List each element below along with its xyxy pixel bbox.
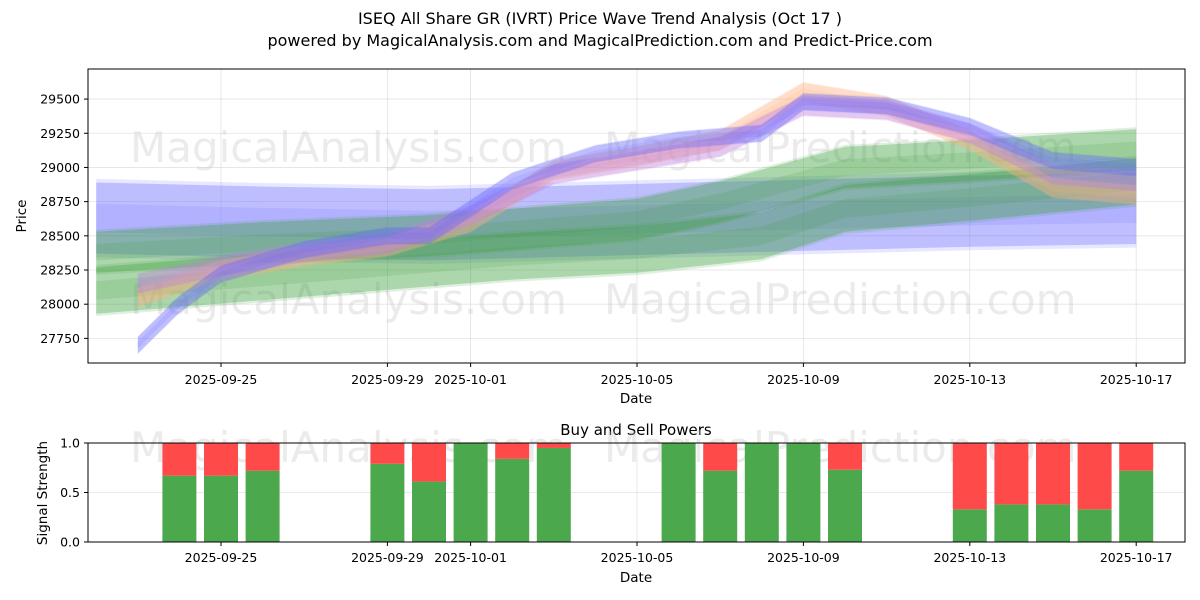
- y-tick-label: 0.5: [60, 485, 80, 500]
- x-tick-label: 2025-10-13: [933, 372, 1006, 387]
- x-tick-label: 2025-10-09: [767, 550, 840, 565]
- x-tick-label: 2025-10-01: [434, 372, 507, 387]
- bottom-axes: 2025-09-25 2025-09-29 2025-10-01 2025-10-05…: [60, 436, 1172, 566]
- sell-bar: [162, 443, 197, 476]
- sell-bar: [1119, 443, 1154, 471]
- wave-band: [96, 171, 1137, 317]
- buy-bar: [162, 475, 197, 542]
- chart-title: ISEQ All Share GR (IVRT) Price Wave Tren…: [357, 9, 843, 28]
- y-tick-label: 28750: [40, 194, 80, 209]
- bottom-x-axis-label: Date: [620, 570, 652, 586]
- top-y-axis-label: Price: [14, 200, 30, 233]
- x-tick-label: 2025-09-29: [351, 372, 424, 387]
- bottom-y-axis-label: Signal Strength: [35, 441, 51, 545]
- top-axes: 2025-09-25 2025-09-29 2025-10-01 2025-10-05…: [40, 92, 1172, 387]
- wave-band: [137, 96, 1137, 294]
- wave-bands: [96, 81, 1137, 355]
- buy-bar: [952, 509, 987, 542]
- x-tick-label: 2025-10-05: [601, 372, 674, 387]
- power-bars: [162, 443, 1154, 542]
- sell-bar: [370, 443, 405, 464]
- x-tick-label: 2025-10-17: [1100, 550, 1173, 565]
- sell-bar: [1036, 443, 1070, 505]
- y-tick-label: 29250: [40, 126, 80, 141]
- watermark-text: MagicalPrediction.com: [604, 123, 1077, 172]
- wave-band: [96, 157, 1137, 314]
- buy-bar: [536, 447, 571, 542]
- wave-band: [137, 102, 1137, 295]
- wave-band: [96, 129, 1137, 273]
- top-gridlines: [88, 69, 1185, 363]
- y-tick-label: 29000: [40, 160, 80, 175]
- wave-band: [96, 127, 1137, 261]
- sell-bar: [952, 443, 987, 510]
- y-tick-label: 28250: [40, 263, 80, 278]
- wave-band: [96, 155, 1137, 300]
- buy-bar: [1077, 509, 1112, 542]
- buy-bar: [495, 458, 530, 542]
- x-tick-label: 2025-09-29: [351, 550, 424, 565]
- x-tick-label: 2025-10-09: [767, 372, 840, 387]
- buy-bar: [245, 470, 280, 542]
- wave-band: [137, 92, 1137, 349]
- wave-band: [137, 81, 1137, 302]
- sell-bar: [412, 443, 446, 482]
- buy-bar: [828, 469, 862, 542]
- buy-bar: [370, 463, 405, 542]
- watermark-text: MagicalAnalysis.com: [130, 275, 567, 324]
- wave-band: [96, 172, 1137, 261]
- x-tick-label: 2025-10-17: [1100, 372, 1173, 387]
- buy-bar: [1119, 470, 1154, 542]
- buy-bar: [994, 504, 1029, 542]
- sell-bar: [1077, 443, 1112, 510]
- watermark-text: MagicalAnalysis.com: [130, 123, 567, 172]
- x-tick-label: 2025-09-25: [185, 372, 258, 387]
- chart-subtitle: powered by MagicalAnalysis.com and Magic…: [267, 31, 933, 50]
- x-tick-label: 2025-09-25: [185, 550, 258, 565]
- y-tick-label: 28000: [40, 297, 80, 312]
- buy-bar: [412, 481, 446, 542]
- y-tick-label: 28500: [40, 228, 80, 243]
- sell-bar: [703, 443, 738, 471]
- wave-band: [137, 82, 1137, 307]
- buy-bar: [204, 475, 238, 542]
- y-tick-label: 1.0: [60, 436, 80, 451]
- top-watermarks: MagicalAnalysis.com MagicalPrediction.co…: [130, 123, 1077, 324]
- buy-bar: [703, 470, 738, 542]
- wave-band: [137, 98, 1137, 355]
- sell-bar: [536, 443, 571, 448]
- wave-band: [137, 88, 1137, 308]
- wave-band: [96, 169, 1137, 240]
- top-x-axis-label: Date: [620, 391, 652, 407]
- wave-band: [137, 95, 1137, 288]
- wave-band: [96, 141, 1137, 275]
- buy-bar: [744, 443, 779, 542]
- sell-bar: [495, 443, 530, 459]
- wave-band: [96, 194, 1137, 264]
- x-tick-label: 2025-10-13: [933, 550, 1006, 565]
- buy-bar: [786, 443, 821, 542]
- bottom-chart-title: Buy and Sell Powers: [560, 421, 712, 439]
- watermark-text: MagicalAnalysis.com: [130, 423, 567, 472]
- x-tick-label: 2025-10-05: [601, 550, 674, 565]
- buy-bar: [661, 443, 696, 542]
- wave-band: [137, 93, 1137, 354]
- sell-bar: [204, 443, 238, 476]
- buy-bar: [453, 443, 488, 542]
- sell-bar: [245, 443, 280, 471]
- y-tick-label: 29500: [40, 92, 80, 107]
- buy-bar: [1036, 504, 1070, 542]
- x-tick-label: 2025-10-01: [434, 550, 507, 565]
- watermark-text: MagicalPrediction.com: [604, 275, 1077, 324]
- y-tick-label: 0.0: [60, 535, 80, 550]
- sell-bar: [828, 443, 862, 470]
- sell-bar: [994, 443, 1029, 505]
- y-tick-label: 27750: [40, 331, 80, 346]
